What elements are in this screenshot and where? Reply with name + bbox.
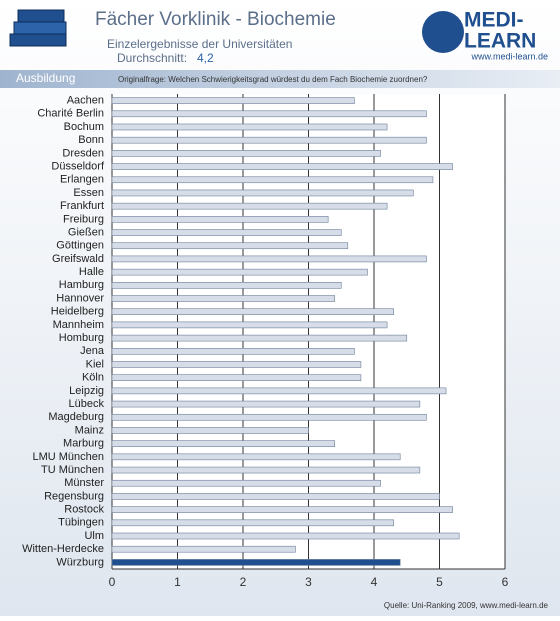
title: Fächer Vorklinik - Biochemie bbox=[95, 9, 336, 30]
y-tick-label: Mainz bbox=[75, 424, 104, 436]
y-tick-label: Kiel bbox=[86, 358, 104, 370]
y-tick-label: Hamburg bbox=[59, 279, 104, 291]
subtitle: Einzelergebnisse der Universitäten bbox=[107, 37, 292, 51]
y-tick-label: Regensburg bbox=[44, 490, 104, 502]
bar bbox=[111, 268, 368, 276]
bar bbox=[111, 282, 342, 289]
source: Quelle: Uni-Ranking 2009, www.medi-learn… bbox=[384, 601, 549, 610]
bar bbox=[111, 466, 421, 474]
y-tick-label: Leipzig bbox=[69, 385, 104, 397]
bar bbox=[111, 400, 421, 408]
bar bbox=[111, 506, 453, 513]
x-tick-label: 6 bbox=[502, 575, 509, 589]
logo-emblem bbox=[422, 11, 464, 53]
average-value: 4,2 bbox=[197, 51, 214, 65]
bar bbox=[111, 453, 401, 461]
books-icon bbox=[9, 9, 67, 47]
y-tick-label: Hannover bbox=[56, 292, 104, 304]
bar bbox=[111, 413, 427, 421]
logo-top: MEDI- bbox=[464, 9, 524, 32]
y-tick-label: Aachen bbox=[67, 95, 104, 107]
bar bbox=[111, 427, 309, 434]
y-tick-label: Freiburg bbox=[63, 213, 104, 225]
bar bbox=[111, 374, 362, 381]
y-tick-label: Ulm bbox=[84, 530, 104, 542]
bar bbox=[111, 189, 414, 197]
bar bbox=[111, 123, 388, 131]
x-tick-label: 1 bbox=[174, 575, 181, 589]
y-tick-label: Mannheim bbox=[53, 319, 104, 331]
y-tick-label: Bonn bbox=[78, 134, 104, 146]
bar bbox=[111, 545, 296, 553]
y-tick-label: Jena bbox=[80, 345, 105, 357]
bar bbox=[111, 321, 388, 329]
y-tick-label: Lübeck bbox=[69, 398, 105, 410]
bar bbox=[111, 493, 440, 500]
y-tick-label: Homburg bbox=[59, 332, 104, 344]
y-tick-label: Göttingen bbox=[56, 240, 104, 252]
x-tick-label: 0 bbox=[109, 575, 116, 589]
x-tick-label: 2 bbox=[240, 575, 247, 589]
y-tick-label: Rostock bbox=[64, 504, 104, 516]
bar bbox=[111, 361, 362, 368]
y-tick-label: TU München bbox=[41, 464, 104, 476]
y-tick-label: Marburg bbox=[63, 438, 104, 450]
bar bbox=[111, 295, 335, 302]
bar bbox=[111, 136, 427, 144]
y-tick-label: Witten-Herdecke bbox=[22, 543, 104, 555]
section-band bbox=[0, 70, 560, 88]
bar bbox=[111, 387, 447, 395]
bar bbox=[111, 163, 453, 170]
bar bbox=[111, 97, 355, 104]
y-tick-label: Erlangen bbox=[60, 174, 104, 186]
bar bbox=[111, 479, 381, 487]
bar bbox=[111, 255, 427, 263]
y-tick-label: Dresden bbox=[62, 147, 104, 159]
average-label: Durchschnitt: bbox=[117, 51, 187, 65]
y-tick-label: Greifswald bbox=[52, 253, 104, 265]
y-tick-label: Essen bbox=[73, 187, 104, 199]
y-tick-label: Halle bbox=[79, 266, 104, 278]
y-tick-label: Bochum bbox=[64, 121, 104, 133]
y-tick-label: LMU München bbox=[32, 451, 104, 463]
bar bbox=[111, 176, 434, 184]
y-tick-label: Magdeburg bbox=[48, 411, 104, 423]
y-tick-label: Düsseldorf bbox=[51, 160, 105, 172]
y-tick-label: Charité Berlin bbox=[37, 108, 104, 120]
bar bbox=[111, 150, 381, 157]
x-tick-label: 3 bbox=[305, 575, 312, 589]
bar bbox=[111, 559, 401, 566]
y-tick-label: Heidelberg bbox=[51, 306, 104, 318]
y-tick-label: Würzburg bbox=[56, 556, 104, 568]
section: Ausbildung bbox=[16, 71, 75, 85]
bar bbox=[111, 532, 460, 540]
y-tick-label: Gießen bbox=[68, 226, 104, 238]
bar bbox=[111, 519, 394, 527]
y-tick-label: Frankfurt bbox=[60, 200, 104, 212]
y-tick-label: Köln bbox=[82, 372, 104, 384]
x-tick-label: 4 bbox=[371, 575, 378, 589]
question: Originalfrage: Welchen Schwierigkeitsgra… bbox=[118, 75, 428, 84]
bar bbox=[111, 216, 329, 223]
bar bbox=[111, 334, 408, 342]
x-tick-label: 5 bbox=[436, 575, 443, 589]
y-tick-label: Tübingen bbox=[58, 517, 104, 529]
bar bbox=[111, 440, 335, 447]
y-tick-label: Münster bbox=[64, 477, 104, 489]
bar bbox=[111, 242, 349, 250]
bar bbox=[111, 308, 394, 316]
logo-bottom: LEARN bbox=[464, 30, 536, 53]
bar bbox=[111, 202, 388, 210]
logo-url: www.medi-learn.de bbox=[470, 51, 548, 61]
bar bbox=[111, 110, 427, 118]
bar bbox=[111, 229, 342, 236]
bar bbox=[111, 347, 355, 355]
